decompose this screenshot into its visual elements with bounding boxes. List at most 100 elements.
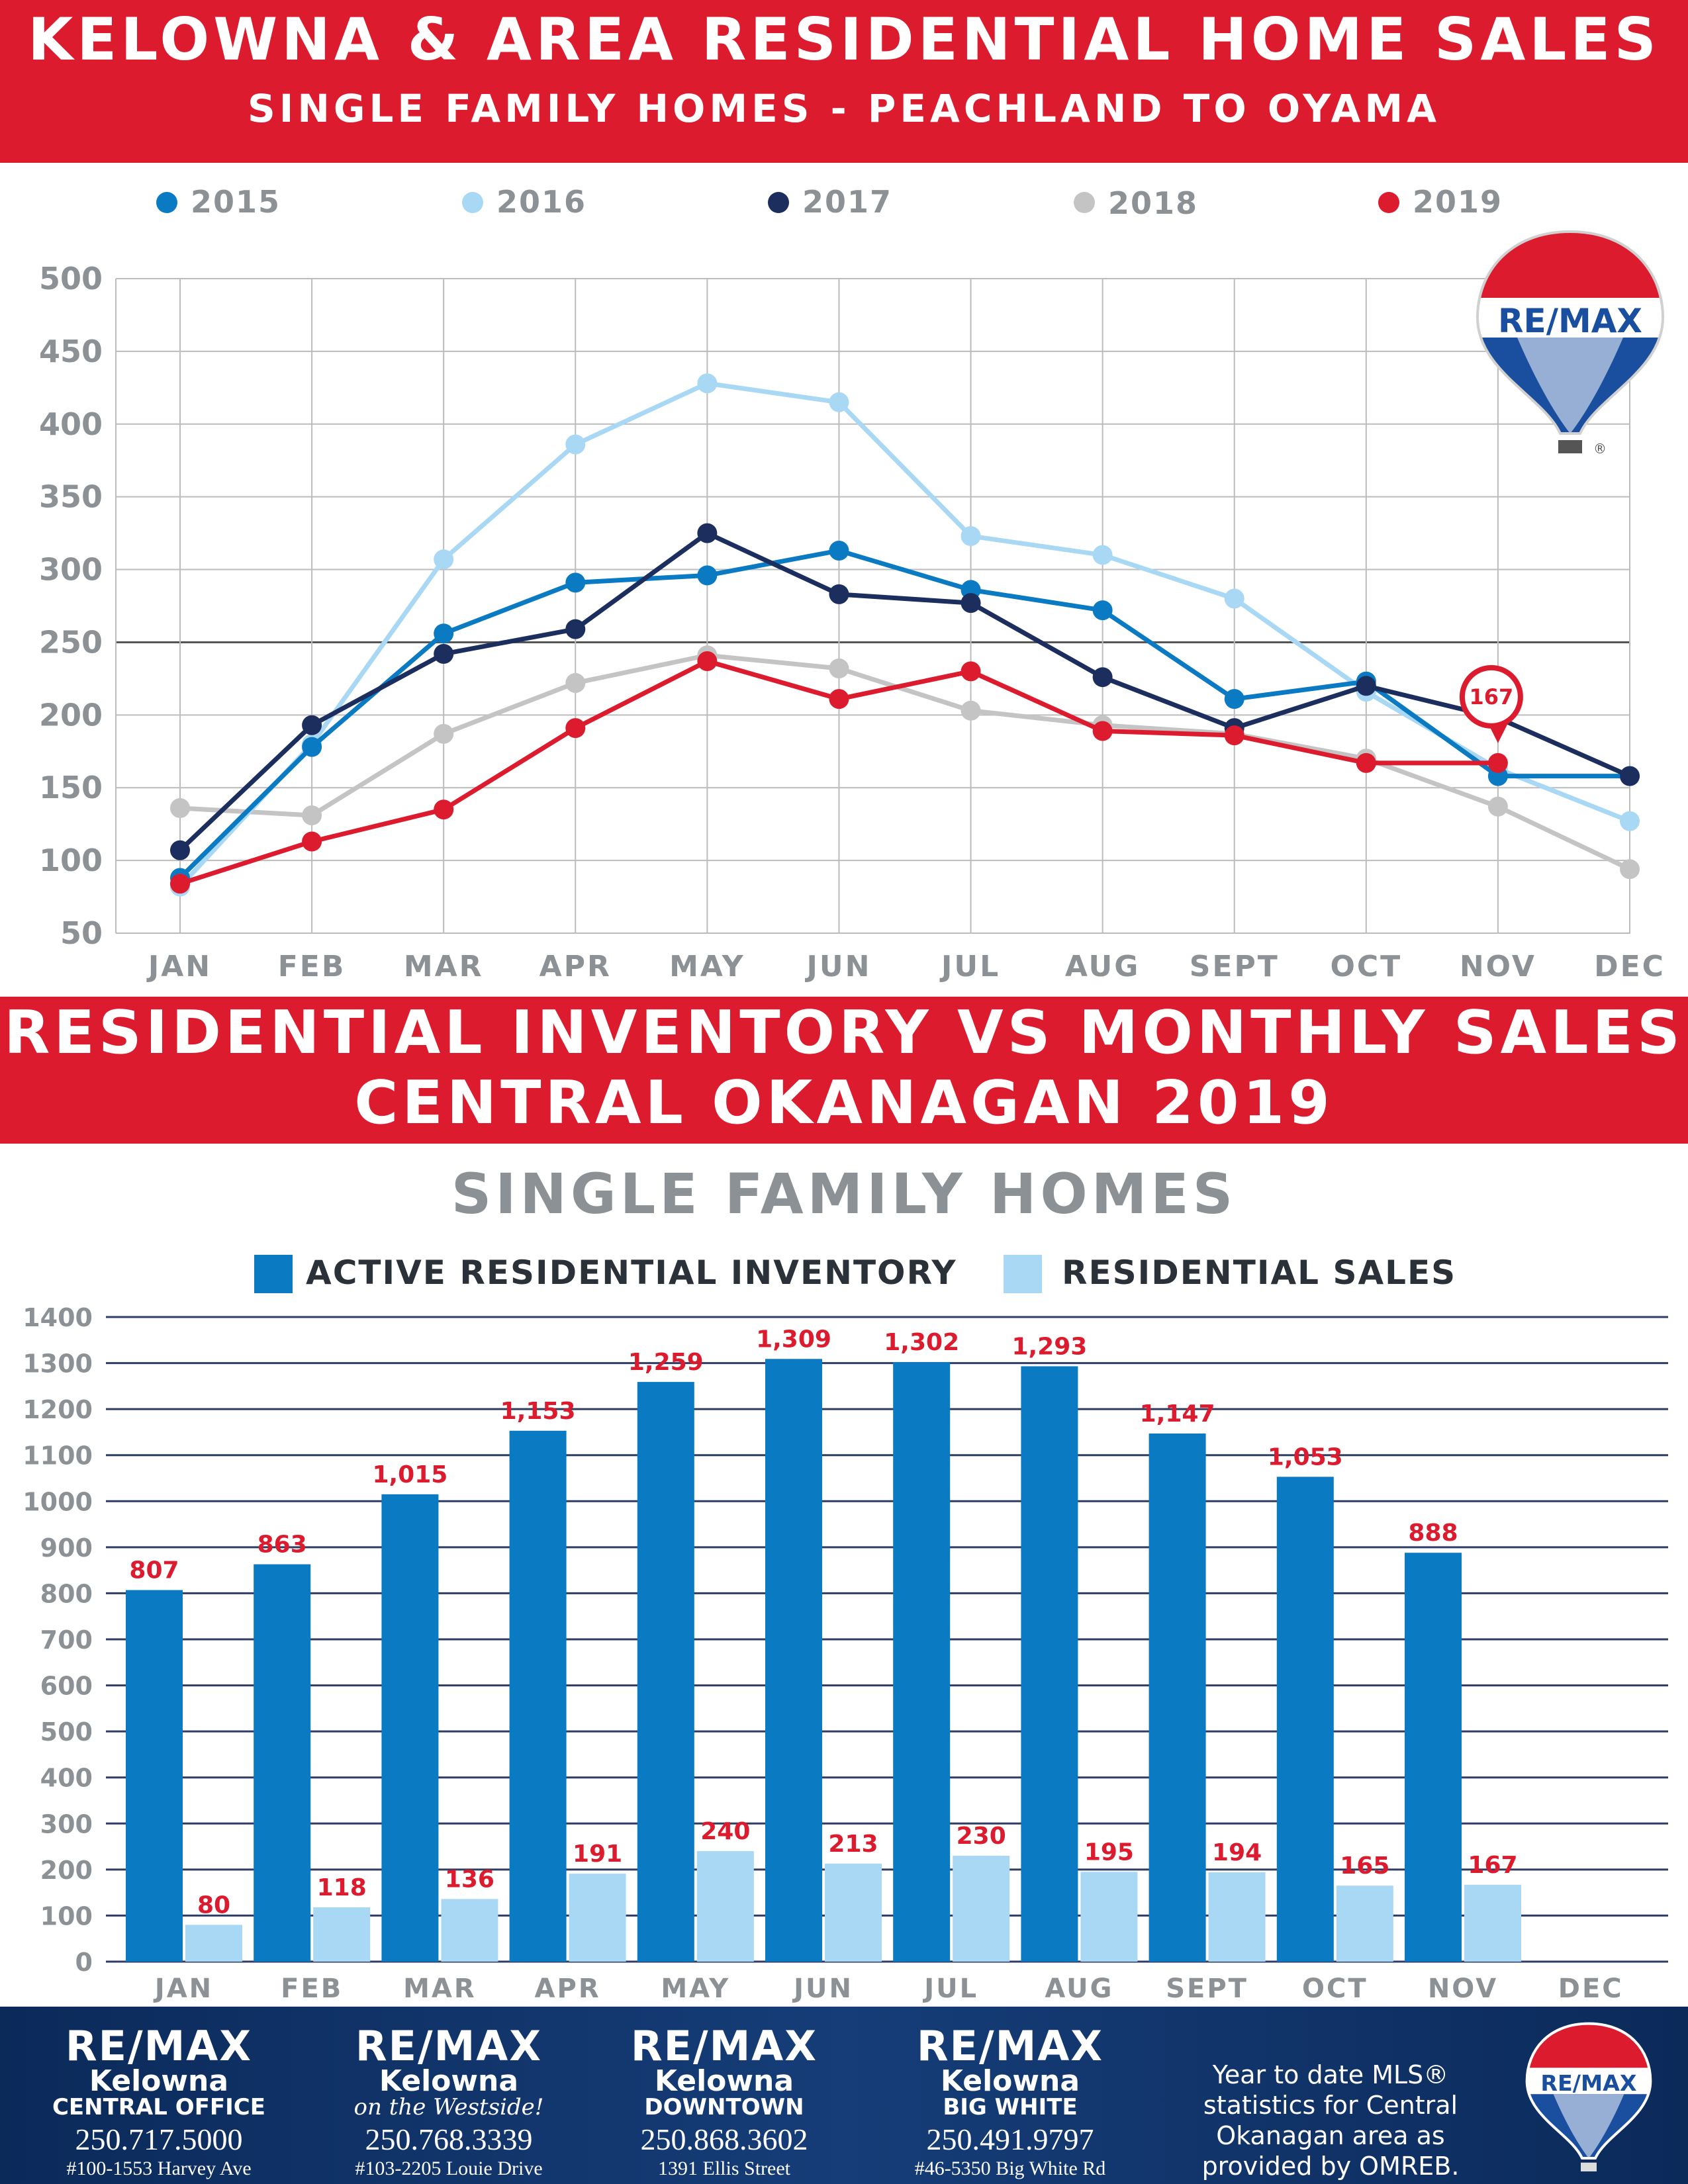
line-series-2016 (170, 373, 1640, 897)
bar-chart-y-tick: 300 (40, 1809, 93, 1839)
legend-swatch-inventory (254, 1255, 293, 1293)
legend-dot-2018 (1074, 192, 1095, 213)
sales-bar (185, 1925, 242, 1962)
line-chart-y-tick: 500 (39, 261, 103, 296)
data-point-2015 (565, 572, 586, 593)
data-point-2015 (434, 623, 454, 644)
data-point-2019 (1224, 725, 1244, 746)
data-point-2018 (1620, 859, 1640, 880)
line-chart-y-tick: 100 (39, 842, 103, 878)
mid-banner: RESIDENTIAL INVENTORY VS MONTHLY SALES C… (0, 997, 1688, 1144)
sales-bar-label: 165 (1340, 1852, 1389, 1880)
bar-chart-y-tick: 1100 (23, 1441, 93, 1471)
bar-chart-y-tick: 1000 (23, 1487, 93, 1516)
inventory-bar-label: 1,302 (884, 1329, 959, 1356)
line-chart: 50 100 150 200 250 300 350 400 450 500 JAN FEB MAR A… (39, 261, 1665, 983)
sales-bar-label: 213 (828, 1831, 878, 1858)
page-subtitle: SINGLE FAMILY HOMES - PEACHLAND TO OYAMA (247, 86, 1441, 131)
sales-bar (825, 1863, 882, 1962)
inventory-bar-label: 1,015 (372, 1461, 447, 1488)
callout-bubble (1459, 664, 1523, 729)
office-address: #103-2205 Louie Drive (355, 2158, 543, 2179)
data-point-2015 (1092, 600, 1113, 621)
bar-chart-x-tick: APR (535, 1974, 601, 2004)
data-point-2018 (829, 659, 849, 679)
section-title-line2: CENTRAL OKANAGAN 2019 (354, 1068, 1334, 1138)
legend-label-2015: 2015 (191, 184, 281, 220)
series-line-2016 (178, 381, 1631, 889)
data-point-2015 (1224, 689, 1244, 709)
data-point-2017 (829, 584, 849, 604)
disclaimer-text: Year to date MLS® statistics for Central… (1201, 2060, 1460, 2181)
inventory-bar (381, 1494, 439, 1962)
office-phone[interactable]: 250.717.5000 (75, 2122, 243, 2156)
footer-logo-text: RE/MAX (1540, 2070, 1637, 2096)
inventory-bar (1405, 1553, 1462, 1962)
line-chart-y-tick: 450 (39, 334, 103, 369)
data-point-2019 (829, 689, 849, 709)
inventory-bar (637, 1382, 694, 1962)
bar-chart-x-tick: FEB (281, 1974, 343, 2004)
data-point-2019 (434, 799, 454, 820)
office-address: #46-5350 Big White Rd (914, 2158, 1106, 2179)
series-line-2017 (178, 531, 1631, 852)
office-branch: on the Westside! (353, 2094, 544, 2120)
inventory-bar-label: 1,153 (500, 1398, 576, 1425)
bar-chart-y-tick: 600 (40, 1672, 93, 1701)
data-point-2018 (434, 723, 454, 744)
legend-label-sales: RESIDENTIAL SALES (1062, 1253, 1457, 1292)
legend-swatch-sales (1004, 1255, 1042, 1293)
footer: RE/MAX Kelowna CENTRAL OFFICE 250.717.50… (0, 2007, 1688, 2184)
bar-chart-x-tick: MAR (403, 1974, 477, 2004)
data-point-2016 (1620, 811, 1640, 831)
line-chart-x-tick: JUL (939, 950, 1000, 983)
bar-chart-x-tick: AUG (1045, 1974, 1113, 2004)
data-point-2016 (697, 373, 718, 394)
bar-chart-x-tick: JUN (792, 1974, 853, 2004)
logo-registered: ® (1593, 441, 1607, 457)
inventory-bar-label: 1,259 (628, 1349, 704, 1376)
data-point-2016 (565, 434, 586, 455)
data-point-2018 (1487, 796, 1508, 817)
office-brand: RE/MAX (65, 2022, 253, 2070)
data-point-2016 (829, 392, 849, 412)
legend-dot-2016 (462, 192, 483, 213)
line-chart-x-tick: MAY (669, 950, 745, 983)
data-point-2015 (302, 737, 322, 757)
inventory-bar-label: 807 (129, 1557, 179, 1584)
legend-dot-2015 (156, 192, 177, 213)
data-point-2017 (565, 619, 586, 639)
office-phone[interactable]: 250.768.3339 (365, 2122, 533, 2156)
bar-chart-y-tick: 900 (40, 1533, 93, 1563)
line-chart-x-tick: AUG (1065, 950, 1141, 983)
line-chart-x-tick: DEC (1594, 950, 1665, 983)
office-phone[interactable]: 250.868.3602 (640, 2122, 808, 2156)
legend-label-2016: 2016 (496, 184, 587, 220)
callout-label: 167 (1470, 684, 1514, 709)
bar-chart-subtitle: SINGLE FAMILY HOMES (451, 1161, 1237, 1226)
data-point-2015 (829, 540, 849, 561)
data-point-2015 (697, 565, 718, 586)
series-line-2015 (178, 548, 1630, 880)
inventory-bar (1021, 1366, 1078, 1962)
bar-chart-x-tick: SEPT (1166, 1974, 1248, 2004)
office-big-white: RE/MAX Kelowna BIG WHITE 250.491.9797 #4… (878, 2025, 1143, 2180)
page-title: KELOWNA & AREA RESIDENTIAL HOME SALES (28, 5, 1660, 73)
inventory-bar (765, 1359, 822, 1962)
office-phone[interactable]: 250.491.9797 (926, 2122, 1094, 2156)
office-branch: DOWNTOWN (644, 2094, 804, 2120)
line-series-2019 (170, 651, 1508, 894)
data-point-2018 (565, 672, 586, 693)
series-line-2018 (179, 653, 1631, 872)
office-city: Kelowna (940, 2064, 1080, 2098)
bar-chart-x-tick: MAY (661, 1974, 730, 2004)
sales-bar-label: 167 (1468, 1852, 1517, 1879)
inventory-bar (893, 1362, 951, 1962)
office-branch: BIG WHITE (943, 2094, 1078, 2120)
bar-chart-y-tick: 500 (40, 1717, 93, 1747)
line-chart-y-tick: 50 (60, 915, 103, 951)
line-chart-x-tick: FEB (278, 950, 346, 983)
line-chart-x-tick: OCT (1330, 950, 1402, 983)
data-point-2016 (1224, 588, 1244, 609)
line-chart-x-tick: SEPT (1190, 950, 1280, 983)
